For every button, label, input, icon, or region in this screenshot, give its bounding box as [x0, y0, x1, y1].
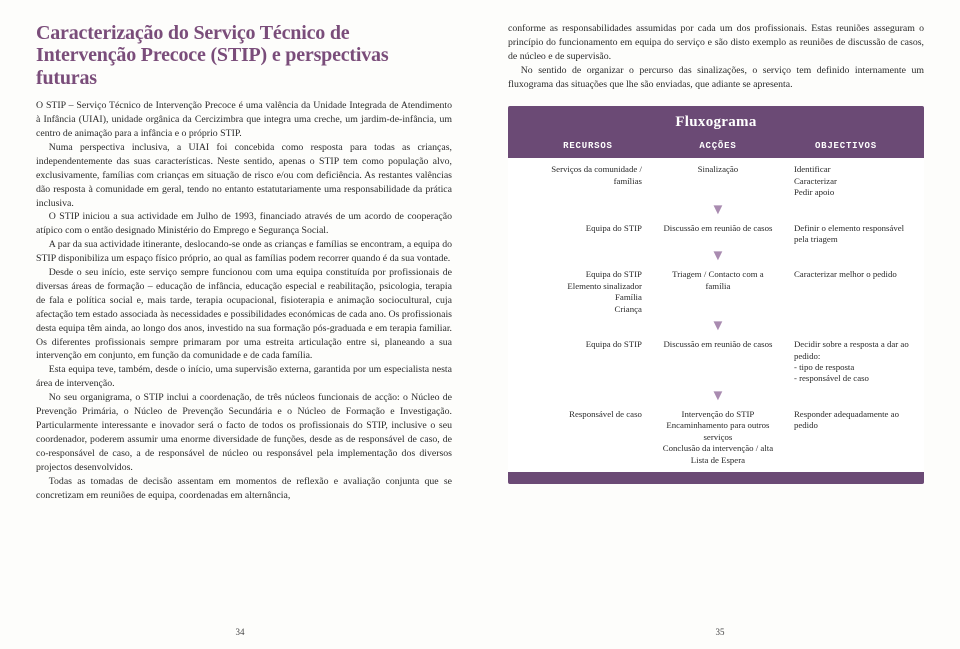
fluxograma-header: RECURSOS ACÇÕES OBJECTIVOS — [508, 140, 924, 158]
fluxograma-arrow-row: ▼ — [508, 251, 924, 263]
para: Esta equipa teve, também, desde o início… — [36, 363, 452, 391]
fluxograma-arrow-row: ▼ — [508, 391, 924, 403]
para: A par da sua actividade itinerante, desl… — [36, 238, 452, 266]
cell-recursos: Equipa do STIPElemento sinalizadorFamíli… — [522, 269, 654, 315]
cell-objectivos: Definir o elemento responsável pela tria… — [782, 223, 910, 246]
article-body: O STIP – Serviço Técnico de Intervenção … — [36, 99, 452, 502]
fluxograma-rows: Serviços da comunidade / famíliasSinaliz… — [508, 158, 924, 472]
para: O STIP – Serviço Técnico de Intervenção … — [36, 99, 452, 141]
fluxograma-box: Fluxograma RECURSOS ACÇÕES OBJECTIVOS Se… — [508, 106, 924, 484]
cell-accoes: Triagem / Contacto com a família — [654, 269, 782, 315]
cell-objectivos: Decidir sobre a resposta a dar ao pedido… — [782, 339, 910, 385]
col-header-accoes: ACÇÕES — [654, 140, 782, 153]
page-number-left: 34 — [236, 626, 245, 639]
fluxograma-row: Equipa do STIPDiscussão em reunião de ca… — [508, 217, 924, 252]
cell-recursos: Equipa do STIP — [522, 223, 654, 246]
down-arrow-icon: ▼ — [654, 389, 782, 404]
para: Desde o seu início, este serviço sempre … — [36, 266, 452, 363]
fluxograma-row: Equipa do STIPElemento sinalizadorFamíli… — [508, 263, 924, 321]
cell-recursos: Equipa do STIP — [522, 339, 654, 385]
para: Numa perspectiva inclusiva, a UIAI foi c… — [36, 141, 452, 211]
article-title: Caracterização do Serviço Técnico de Int… — [36, 22, 452, 89]
page-number-right: 35 — [716, 626, 725, 639]
fluxograma-row: Equipa do STIPDiscussão em reunião de ca… — [508, 333, 924, 391]
down-arrow-icon: ▼ — [654, 319, 782, 334]
cell-accoes: Discussão em reunião de casos — [654, 223, 782, 246]
cell-objectivos: IdentificarCaracterizarPedir apoio — [782, 164, 910, 198]
cell-accoes: Discussão em reunião de casos — [654, 339, 782, 385]
cell-recursos: Responsável de caso — [522, 409, 654, 466]
fluxograma-row: Responsável de casoIntervenção do STIPEn… — [508, 403, 924, 472]
col-header-recursos: RECURSOS — [522, 140, 654, 153]
fluxograma-arrow-row: ▼ — [508, 321, 924, 333]
para: No sentido de organizar o percurso das s… — [508, 64, 924, 92]
fluxograma-arrow-row: ▼ — [508, 205, 924, 217]
right-intro: conforme as responsabilidades assumidas … — [508, 22, 924, 92]
down-arrow-icon: ▼ — [654, 249, 782, 264]
para: Todas as tomadas de decisão assentam em … — [36, 475, 452, 503]
cell-accoes: Intervenção do STIPEncaminhamento para o… — [654, 409, 782, 466]
left-page: Caracterização do Serviço Técnico de Int… — [0, 0, 480, 649]
cell-recursos: Serviços da comunidade / famílias — [522, 164, 654, 198]
cell-accoes: Sinalização — [654, 164, 782, 198]
fluxograma-title: Fluxograma — [508, 112, 924, 134]
down-arrow-icon: ▼ — [654, 203, 782, 218]
para: No seu organigrama, o STIP inclui a coor… — [36, 391, 452, 474]
right-page: conforme as responsabilidades assumidas … — [480, 0, 960, 649]
cell-objectivos: Responder adequadamente ao pedido — [782, 409, 910, 466]
cell-objectivos: Caracterizar melhor o pedido — [782, 269, 910, 315]
para: O STIP iniciou a sua actividade em Julho… — [36, 210, 452, 238]
col-header-objectivos: OBJECTIVOS — [782, 140, 910, 153]
para: conforme as responsabilidades assumidas … — [508, 22, 924, 64]
fluxograma-row: Serviços da comunidade / famíliasSinaliz… — [508, 158, 924, 204]
